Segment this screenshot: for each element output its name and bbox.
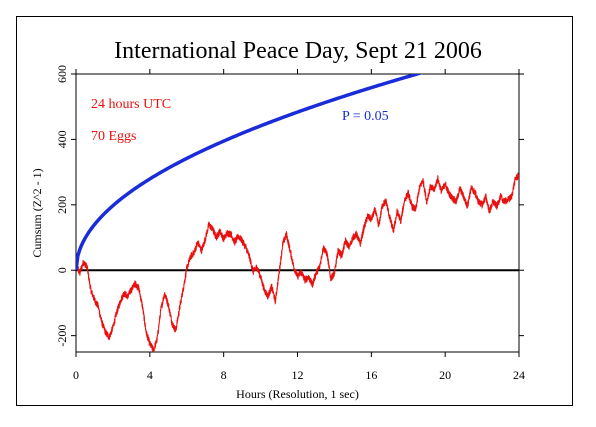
x-tick-label: 8 xyxy=(221,368,227,382)
annotations: 24 hours UTC 70 Eggs P = 0.05 xyxy=(91,97,389,144)
y-tick-label: 600 xyxy=(55,65,69,83)
x-tick-label: 4 xyxy=(147,368,153,382)
plot-border xyxy=(75,73,520,353)
chart-title: International Peace Day, Sept 21 2006 xyxy=(114,38,482,64)
annotation-label: 24 hours UTC xyxy=(91,97,171,112)
series-p05-envelope xyxy=(76,74,424,271)
annotation-label: 70 Eggs xyxy=(91,129,137,144)
x-tick-label: 12 xyxy=(292,368,304,382)
x-axis-label: Hours (Resolution, 1 sec) xyxy=(236,387,359,401)
series-cumsum-line xyxy=(76,172,519,352)
x-tick-label: 20 xyxy=(439,368,451,382)
chart-frame xyxy=(16,16,573,406)
series-layer xyxy=(76,74,519,352)
y-tick-label: 200 xyxy=(55,196,69,214)
p-value-label: P = 0.05 xyxy=(342,109,389,124)
y-tick-label: -200 xyxy=(55,325,69,347)
x-tick-label: 0 xyxy=(73,368,79,382)
axes: 0 4 8 12 16 20 24 -200 0 200 400 600 xyxy=(55,65,525,382)
y-tick-label: 0 xyxy=(55,267,69,273)
x-tick-label: 16 xyxy=(365,368,377,382)
y-tick-label: 400 xyxy=(55,130,69,148)
y-axis-label: Cumsum (Z^2 - 1) xyxy=(30,168,44,257)
x-tick-label: 24 xyxy=(513,368,525,382)
